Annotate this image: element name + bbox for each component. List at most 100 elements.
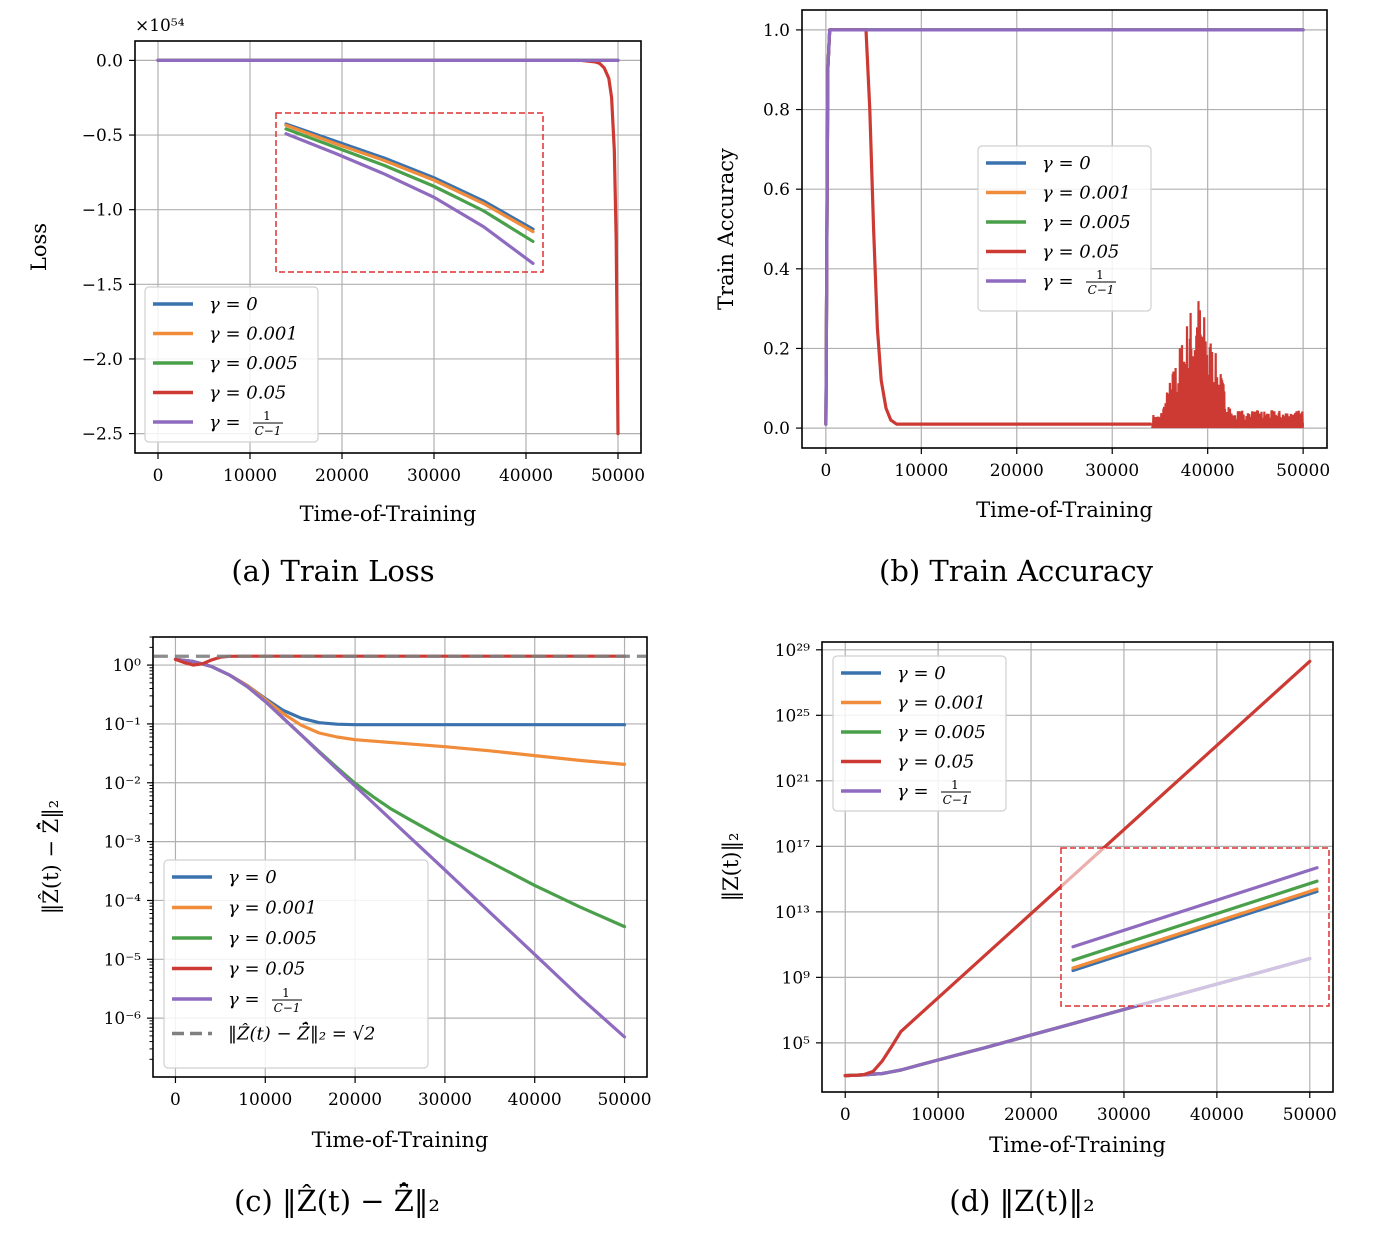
x-axis-label: Time-of-Training xyxy=(989,1133,1166,1157)
x-tick-label: 50000 xyxy=(1283,1105,1337,1125)
x-tick-label: 0 xyxy=(153,466,164,486)
legend-label-g0005: γ = 0.005 xyxy=(209,353,298,374)
y-tick-label: 10⁻⁶ xyxy=(104,1009,142,1029)
y-tick-label: 10²⁵ xyxy=(775,706,810,726)
y-axis-label: ‖Ẑ(t) − Z̄̂‖₂ xyxy=(37,800,64,914)
legend-label-g005: γ = 0.05 xyxy=(1042,242,1119,263)
inset-line-g0001 xyxy=(1071,887,1319,970)
x-axis-label: Time-of-Training xyxy=(300,502,477,526)
legend-label-g0: γ = 0 xyxy=(1042,153,1091,174)
legend-label-g0: γ = 0 xyxy=(228,867,277,888)
series-line-g0001 xyxy=(173,657,627,766)
legend-label-g005: γ = 0.05 xyxy=(209,383,286,404)
inset-line-gC xyxy=(1071,866,1319,949)
inset-line-g0 xyxy=(1071,889,1319,973)
y-tick-label: −0.5 xyxy=(82,126,123,146)
legend-box xyxy=(832,655,1007,812)
x-axis-label: Time-of-Training xyxy=(976,498,1153,522)
y-tick-label: 0.2 xyxy=(763,339,790,359)
inset-line-g0005 xyxy=(284,127,535,244)
x-tick-label: 20000 xyxy=(990,461,1044,481)
series-line-g005 xyxy=(843,659,1312,1078)
series-noise-g005 xyxy=(1151,301,1305,429)
x-tick-label: 40000 xyxy=(1181,461,1235,481)
legend-frac-num: 1 xyxy=(263,409,271,423)
y-tick-label: 0.0 xyxy=(96,51,123,71)
x-tick-label: 10000 xyxy=(238,1090,292,1110)
legend-label-g005: γ = 0.05 xyxy=(897,752,974,773)
y-tick-label: 0.6 xyxy=(763,180,790,200)
legend-frac-num: 1 xyxy=(951,778,959,792)
legend-label-g0001: γ = 0.001 xyxy=(228,898,317,919)
x-tick-label: 50000 xyxy=(597,1090,651,1110)
legend-label-g0005: γ = 0.005 xyxy=(897,722,986,743)
axes-frame xyxy=(134,40,642,454)
legend-box xyxy=(977,145,1152,312)
panel-a: γ = 0 γ = 0.001 γ = 0.005 γ = 0.05 γ = 1C−1 0 1… xyxy=(27,16,645,588)
x-axis-label: Time-of-Training xyxy=(312,1128,489,1152)
x-tick-label: 30000 xyxy=(1085,461,1139,481)
x-tick-label: 40000 xyxy=(1190,1105,1244,1125)
legend-frac-num: 1 xyxy=(282,986,290,1000)
legend-label-g0005: γ = 0.005 xyxy=(1042,212,1131,233)
y-tick-label: 10⁰ xyxy=(113,656,142,676)
legend-label-g0005: γ = 0.005 xyxy=(228,928,317,949)
legend-label-gC: γ = xyxy=(209,412,241,433)
legend-label-ref: ‖Ẑ(t) − Z̄̂‖₂ = √2 xyxy=(228,1020,375,1044)
y-tick-label: 10¹⁷ xyxy=(775,837,810,857)
y-tick-label: 10⁵ xyxy=(782,1034,811,1054)
axes-frame xyxy=(152,636,648,1078)
legend-label-g0001: γ = 0.001 xyxy=(209,324,298,345)
series-line-g0 xyxy=(173,657,627,727)
inset-line-g0005 xyxy=(1071,879,1319,962)
series-line-gC xyxy=(173,657,627,1039)
legend-frac-num: 1 xyxy=(1096,268,1104,282)
x-tick-label: 50000 xyxy=(591,466,645,486)
legend-frac-den: C−1 xyxy=(274,1001,301,1015)
y-axis-label: Train Accuracy xyxy=(714,148,738,310)
legend-label-g0001: γ = 0.001 xyxy=(897,693,986,714)
inset-line-gC xyxy=(284,132,535,266)
x-tick-label: 30000 xyxy=(407,466,461,486)
panel-caption: (a) Train Loss xyxy=(231,554,434,588)
y-tick-label: 10⁻⁵ xyxy=(104,950,142,970)
x-tick-label: 0 xyxy=(820,461,831,481)
x-tick-label: 0 xyxy=(170,1090,181,1110)
y-tick-label: 0.4 xyxy=(763,260,790,280)
panel-caption: (c) ‖Ẑ(t) − Z̄̂‖₂ xyxy=(234,1182,440,1218)
x-tick-label: 40000 xyxy=(499,466,553,486)
legend-label-gC: γ = xyxy=(1042,271,1074,292)
legend-label-g0001: γ = 0.001 xyxy=(1042,183,1131,204)
legend-label-g0: γ = 0 xyxy=(897,663,946,684)
legend-frac-den: C−1 xyxy=(1088,283,1115,297)
inset-box xyxy=(1060,847,1330,1007)
panel-b: γ = 0 γ = 0.001 γ = 0.005 γ = 0.05 γ = 1C−1 0 1… xyxy=(714,9,1330,588)
y-tick-label: 10⁻³ xyxy=(104,833,141,853)
legend-frac-den: C−1 xyxy=(255,424,282,438)
legend-box xyxy=(144,286,319,443)
x-tick-label: 20000 xyxy=(315,466,369,486)
legend-label-g005: γ = 0.05 xyxy=(228,959,305,980)
y-tick-label: 10²¹ xyxy=(775,772,810,792)
inset-box xyxy=(275,112,544,273)
y-tick-label: 10²⁹ xyxy=(775,641,810,661)
legend-label-gC: γ = xyxy=(228,989,260,1010)
y-axis-label: ‖Z(t)‖₂ xyxy=(719,833,744,902)
y-tick-label: −2.5 xyxy=(82,425,123,445)
x-tick-label: 40000 xyxy=(508,1090,562,1110)
inset-line-g0 xyxy=(284,122,535,231)
x-tick-label: 30000 xyxy=(418,1090,472,1110)
x-tick-label: 30000 xyxy=(1097,1105,1151,1125)
series-line-gC xyxy=(824,28,1305,426)
y-tick-label: 10⁻⁴ xyxy=(104,891,142,911)
panel-caption: (b) Train Accuracy xyxy=(879,554,1154,588)
axes-frame xyxy=(821,641,1334,1093)
x-tick-label: 20000 xyxy=(328,1090,382,1110)
x-tick-label: 10000 xyxy=(911,1105,965,1125)
panel-caption: (d) ‖Z(t)‖₂ xyxy=(949,1184,1094,1218)
panel-c: γ = 0 γ = 0.001 γ = 0.005 γ = 0.05 γ = 1C−1 ‖Ẑ… xyxy=(37,636,652,1218)
y-tick-label: 10⁹ xyxy=(782,968,811,988)
y-axis-label: Loss xyxy=(27,223,51,271)
y-tick-label: −2.0 xyxy=(82,350,123,370)
